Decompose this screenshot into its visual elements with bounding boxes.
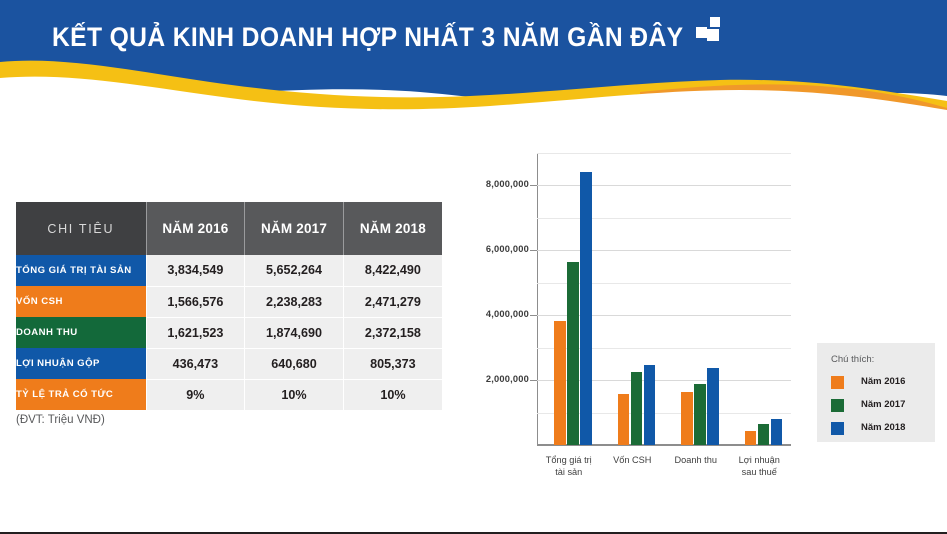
cell-value: 436,473 [145, 348, 245, 380]
cell-value: 805,373 [342, 348, 442, 380]
cell-value: 10% [342, 379, 442, 411]
banner-waves [0, 0, 947, 118]
cell-value: 5,652,264 [244, 255, 344, 287]
bar [643, 364, 655, 445]
column-header-2017: NĂM 2017 [244, 202, 344, 255]
bar [617, 394, 629, 445]
bar [567, 261, 579, 445]
cell-value: 2,238,283 [244, 286, 344, 318]
gridline-minor [537, 412, 791, 414]
y-axis-tick-label: 8,000,000 [485, 179, 529, 190]
cell-value: 1,566,576 [145, 286, 245, 318]
legend-label-2018: Năm 2018 [861, 422, 906, 433]
column-header-2018: NĂM 2018 [342, 202, 442, 255]
gridline-minor [537, 153, 791, 154]
y-axis-tick-label: 4,000,000 [485, 309, 529, 320]
table-header-row: CHI TIÊU NĂM 2016 NĂM 2017 NĂM 2018 [16, 202, 442, 255]
gridline-major [537, 250, 791, 252]
bar [757, 424, 769, 445]
row-label: TỶ LỆ TRẢ CỔ TỨC [16, 379, 147, 410]
y-axis-tick-label: 2,000,000 [485, 374, 529, 385]
gridline-minor [537, 217, 791, 219]
y-axis-tick [530, 315, 537, 317]
header-banner: KẾT QUẢ KINH DOANH HỢP NHẤT 3 NĂM GẦN ĐÂ… [0, 0, 947, 118]
row-label: LỢI NHUẬN GỘP [16, 348, 147, 379]
y-axis-tick [530, 185, 537, 187]
bar [554, 320, 566, 445]
x-axis-line [537, 444, 791, 446]
row-label: DOANH THU [16, 317, 147, 348]
bar [770, 418, 782, 445]
cell-value: 3,834,549 [145, 255, 245, 287]
bar [580, 171, 592, 445]
y-axis-tick [530, 380, 537, 382]
x-axis-tick-label: Tổng giá trị tài sản [545, 455, 592, 477]
page-title: KẾT QUẢ KINH DOANH HỢP NHẤT 3 NĂM GẦN ĐÂ… [52, 22, 684, 52]
column-header-2016: NĂM 2016 [145, 202, 245, 255]
legend-swatch-2017 [831, 399, 844, 412]
x-axis-tick-label: Doanh thu [674, 455, 717, 465]
gridline-major [537, 315, 791, 317]
cell-value: 2,471,279 [342, 286, 442, 318]
cell-value: 9% [145, 379, 245, 411]
gridline-minor [537, 347, 791, 349]
cell-value: 2,372,158 [342, 317, 442, 349]
legend-swatch-2018 [831, 422, 844, 435]
chart-plot-area [530, 153, 791, 446]
bar [630, 372, 642, 445]
table-row: DOANH THU 1,621,523 1,874,690 2,372,158 [16, 317, 442, 349]
decorative-squares-icon [695, 17, 727, 51]
legend-title: Chú thích: [831, 354, 875, 365]
financial-table: CHI TIÊU NĂM 2016 NĂM 2017 NĂM 2018 TỔNG… [16, 202, 442, 411]
cell-value: 8,422,490 [342, 255, 442, 287]
table-row: TỶ LỆ TRẢ CỔ TỨC 9% 10% 10% [16, 379, 442, 411]
column-header-metric: CHI TIÊU [16, 202, 147, 255]
y-axis-labels: 2,000,000 4,000,000 6,000,000 8,000,000 [463, 153, 529, 445]
x-axis-tick-label: Lợi nhuận sau thuế [738, 455, 780, 477]
bar [681, 392, 693, 445]
gridline-major [537, 185, 791, 187]
cell-value: 1,621,523 [145, 317, 245, 349]
y-axis-tick [530, 250, 537, 252]
legend-label-2016: Năm 2016 [861, 376, 906, 387]
legend-swatch-2016 [831, 376, 844, 389]
bottom-rule [0, 532, 947, 534]
bar [694, 384, 706, 445]
y-axis-line [537, 153, 538, 445]
y-axis-tick-label: 6,000,000 [485, 244, 529, 255]
bar-chart: 2,000,000 4,000,000 6,000,000 8,000,000 Tổn… [463, 148, 933, 498]
gridline-major [537, 380, 791, 382]
bar [707, 368, 719, 445]
chart-legend: Chú thích: Năm 2016 Năm 2017 Năm 2018 [817, 343, 935, 442]
x-axis-tick-label: Vốn CSH [613, 455, 652, 465]
gridline-minor [537, 282, 791, 284]
unit-note: (ĐVT: Triệu VNĐ) [16, 414, 105, 426]
cell-value: 10% [244, 379, 344, 411]
table-row: LỢI NHUẬN GỘP 436,473 640,680 805,373 [16, 348, 442, 380]
table-row: VỐN CSH 1,566,576 2,238,283 2,471,279 [16, 286, 442, 318]
cell-value: 640,680 [244, 348, 344, 380]
cell-value: 1,874,690 [244, 317, 344, 349]
table-row: TỔNG GIÁ TRỊ TÀI SẢN 3,834,549 5,652,264… [16, 255, 442, 287]
bar [744, 430, 756, 445]
legend-label-2017: Năm 2017 [861, 399, 906, 410]
row-label: VỐN CSH [16, 286, 147, 317]
row-label: TỔNG GIÁ TRỊ TÀI SẢN [16, 255, 147, 286]
